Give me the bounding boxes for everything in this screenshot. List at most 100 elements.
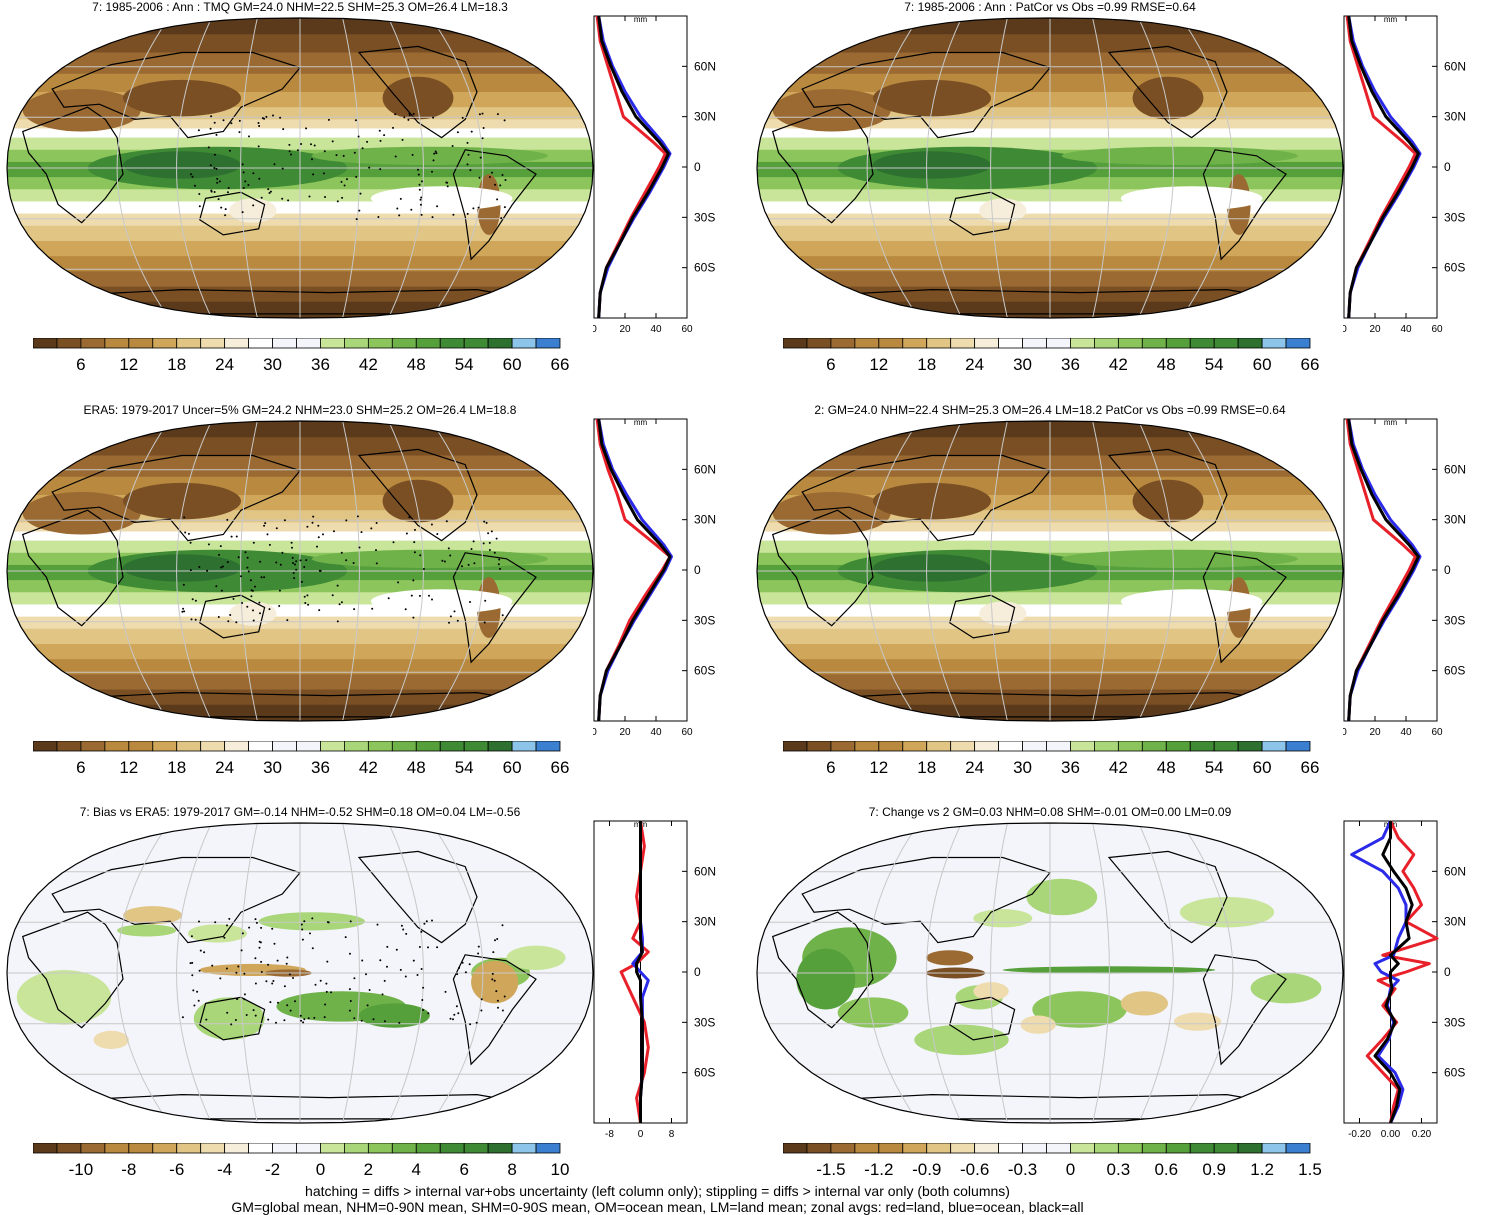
colorbar-label: 1.2 (1250, 1160, 1274, 1179)
lat-tick-label: 60S (1444, 1066, 1465, 1080)
colorbar-swatch (1094, 1142, 1119, 1154)
colorbar-swatch (439, 740, 465, 752)
colorbar-p5: -10 -8 -6 -4 -2 0 2 4 6 8 10 (32, 1142, 569, 1179)
colorbar-label: 66 (1301, 355, 1320, 374)
colorbar-swatch (1094, 337, 1119, 349)
colorbar-label: 60 (1253, 355, 1272, 374)
colorbar-swatch (1165, 1142, 1191, 1154)
colorbar-label: 42 (359, 758, 378, 777)
zonal-panel-p4: mm 60N 30N 0 30S 60S 0 20 40 60 (1341, 417, 1485, 748)
colorbar-swatch (782, 1142, 808, 1154)
lat-tick-label: 60S (694, 261, 715, 275)
coastline (51, 454, 302, 542)
colorbar-label: 60 (503, 758, 522, 777)
colorbar-label: 24 (965, 758, 984, 777)
zonal-x-tick-label: 20 (1369, 727, 1381, 738)
zonal-line-all (597, 418, 672, 722)
colorbar-swatch (1261, 740, 1287, 752)
colorbar-swatch (296, 1142, 321, 1154)
coastline (801, 856, 1052, 944)
colorbar-swatch (878, 740, 904, 752)
colorbar-swatch (344, 337, 369, 349)
zonal-x-tick-label: 40 (1400, 324, 1412, 335)
colorbar-label: 1.5 (1298, 1160, 1322, 1179)
coastline (357, 448, 478, 542)
colorbar-swatch (1070, 1142, 1095, 1154)
colorbar-swatch (367, 337, 393, 349)
colorbar-label: 54 (1205, 355, 1224, 374)
colorbar-label: 6 (76, 355, 85, 374)
colorbar-swatch (511, 1142, 537, 1154)
colorbar-swatch (296, 337, 321, 349)
colorbar-label: 24 (965, 355, 984, 374)
colorbar-swatch (200, 337, 226, 349)
colorbar-swatch (1094, 740, 1119, 752)
zonal-x-tick-label: 60 (1431, 727, 1443, 738)
colorbar-swatch (974, 740, 999, 752)
colorbar-label: -8 (121, 1160, 136, 1179)
colorbar-label: 36 (1061, 758, 1080, 777)
colorbar-swatch (878, 1142, 904, 1154)
panel-title-p2: 7: 1985-2006 : Ann : PatCor vs Obs =0.99… (904, 0, 1196, 14)
zonal-x-tick-label: 0.20 (1412, 1129, 1432, 1140)
colorbar-swatch (854, 1142, 880, 1154)
zonal-line-land (1365, 820, 1439, 1124)
colorbar-swatch (1189, 337, 1215, 349)
lat-tick-label: 60N (1444, 59, 1466, 73)
colorbar-label: 0.6 (1154, 1160, 1178, 1179)
colorbar-label: 36 (311, 758, 330, 777)
coastline (801, 454, 1052, 542)
colorbar-swatch (1022, 1142, 1047, 1154)
colorbar-swatch (272, 740, 297, 752)
map-panel-p2 (755, 16, 1345, 325)
colorbar-label: 12 (869, 758, 888, 777)
zonal-x-tick-label: 60 (681, 727, 693, 738)
colorbar-swatch (415, 1142, 441, 1154)
zonal-x-tick-label: 0 (1343, 324, 1347, 335)
zonal-units: mm (634, 418, 648, 427)
panel-title-p6: 7: Change vs 2 GM=0.03 NHM=0.08 SHM=-0.0… (868, 805, 1232, 819)
lat-tick-label: 60S (1444, 261, 1465, 275)
colorbar-swatch (1213, 337, 1239, 349)
zonal-line-all (1347, 418, 1420, 722)
colorbar-swatch (1261, 337, 1287, 349)
colorbar-label: 0.9 (1202, 1160, 1226, 1179)
coastline (1107, 45, 1228, 139)
colorbar-label: 0.3 (1107, 1160, 1131, 1179)
colorbar-swatch (806, 337, 832, 349)
colorbar-swatch (344, 1142, 369, 1154)
map-panel-p1 (5, 16, 595, 325)
coastline (452, 954, 537, 1066)
lat-tick-label: 30N (1444, 915, 1466, 929)
colorbar-label: 12 (119, 355, 138, 374)
colorbar-swatch (926, 740, 952, 752)
zonal-units: mm (1384, 418, 1398, 427)
coastline (452, 149, 537, 261)
colorbar-swatch (152, 740, 178, 752)
zonal-x-tick-label: 0.00 (1381, 1129, 1401, 1140)
panel-title-p3: ERA5: 1979-2017 Uncer=5% GM=24.2 NHM=23.… (83, 403, 517, 417)
colorbar-swatch (391, 337, 417, 349)
colorbar-label: 18 (167, 355, 186, 374)
colorbar-label: 66 (1301, 758, 1320, 777)
colorbar-swatch (1213, 1142, 1239, 1154)
colorbar-label: 6 (76, 758, 85, 777)
colorbar-panel-p1: 6 12 18 24 30 36 42 48 54 60 66 (32, 337, 580, 383)
colorbar-swatch (1046, 1142, 1071, 1154)
colorbar-swatch (487, 337, 513, 349)
zonal-line-all (635, 821, 644, 1123)
colorbar-label: -2 (265, 1160, 280, 1179)
colorbar-label: -1.5 (816, 1160, 845, 1179)
colorbar-swatch (511, 740, 537, 752)
zonal-line-ocean (1350, 820, 1408, 1124)
colorbar-swatch (200, 1142, 226, 1154)
colorbar-swatch (487, 740, 513, 752)
colorbar-swatch (1070, 740, 1095, 752)
colorbar-swatch (1189, 1142, 1215, 1154)
colorbar-label: 30 (1013, 355, 1032, 374)
colorbar-label: -1.2 (864, 1160, 893, 1179)
colorbar-swatch (1117, 1142, 1143, 1154)
colorbar-swatch (104, 337, 130, 349)
colorbar-swatch (272, 337, 297, 349)
